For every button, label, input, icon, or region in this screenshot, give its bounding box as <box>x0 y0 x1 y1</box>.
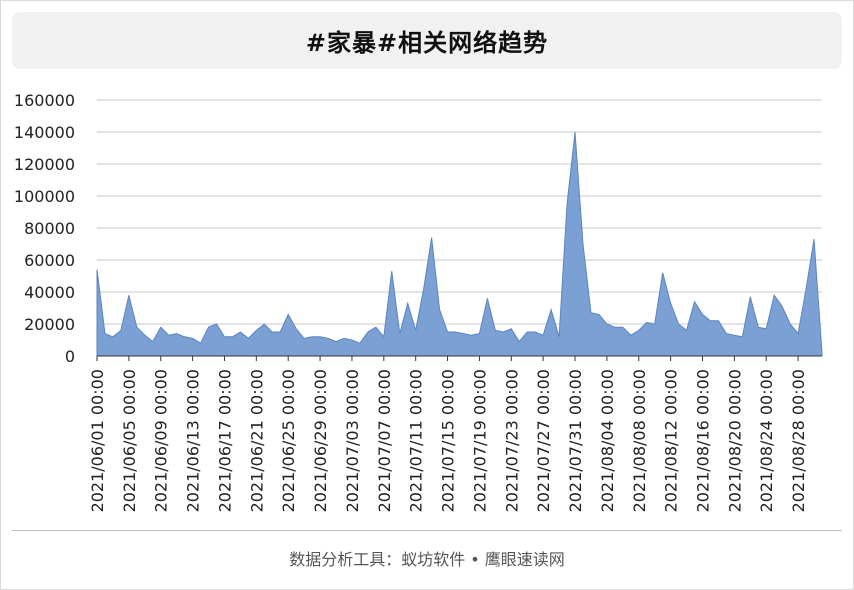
x-tick-label: 2021/06/29 00:00 <box>311 369 330 512</box>
y-tick-label: 140000 <box>14 123 75 142</box>
y-tick-label: 40000 <box>24 283 75 302</box>
x-tick-label: 2021/06/05 00:00 <box>120 369 139 512</box>
x-tick-label: 2021/08/28 00:00 <box>789 369 808 512</box>
y-tick-label: 60000 <box>24 251 75 270</box>
x-tick-label: 2021/06/17 00:00 <box>215 369 234 512</box>
x-tick-labels: 2021/06/01 00:00 2021/06/05 00:00 2021/06/… <box>88 369 808 512</box>
x-tick-label: 2021/08/24 00:00 <box>757 369 776 512</box>
area-series-fill <box>96 131 823 357</box>
y-tick-labels: 0 20000 40000 60000 80000 100000 120000 140000 1… <box>14 91 75 366</box>
x-tick-label: 2021/07/31 00:00 <box>566 369 585 512</box>
area-series <box>96 131 823 357</box>
x-tick-label: 2021/06/25 00:00 <box>279 369 298 512</box>
x-tick-label: 2021/08/20 00:00 <box>725 369 744 512</box>
grid-lines <box>97 99 822 325</box>
axes <box>96 355 822 361</box>
y-tick-label: 0 <box>65 347 75 366</box>
x-tick-label: 2021/07/07 00:00 <box>375 369 394 512</box>
x-tick-label: 2021/06/09 00:00 <box>152 369 171 512</box>
x-tick-label: 2021/07/19 00:00 <box>470 369 489 512</box>
y-tick-label: 20000 <box>24 315 75 334</box>
x-tick-label: 2021/07/11 00:00 <box>407 369 426 512</box>
x-tick-label: 2021/08/12 00:00 <box>662 369 681 512</box>
x-tick-label: 2021/08/08 00:00 <box>630 369 649 512</box>
x-tick-label: 2021/08/04 00:00 <box>598 369 617 512</box>
x-tick-label: 2021/06/01 00:00 <box>88 369 107 512</box>
x-tick-label: 2021/07/03 00:00 <box>343 369 362 512</box>
y-tick-label: 120000 <box>14 155 75 174</box>
footer-divider <box>12 530 842 531</box>
footer-source: 数据分析工具：蚁坊软件 • 鹰眼速读网 <box>289 550 565 569</box>
y-tick-label: 160000 <box>14 91 75 110</box>
x-tick-label: 2021/07/27 00:00 <box>534 369 553 512</box>
y-tick-label: 80000 <box>24 219 75 238</box>
x-tick-label: 2021/07/15 00:00 <box>439 369 458 512</box>
x-tick-label: 2021/08/16 00:00 <box>693 369 712 512</box>
x-tick-label: 2021/06/13 00:00 <box>184 369 203 512</box>
x-tick-label: 2021/06/21 00:00 <box>247 369 266 512</box>
chart-title: #家暴#相关网络趋势 <box>305 29 549 57</box>
y-tick-label: 100000 <box>14 187 75 206</box>
title-bar: #家暴#相关网络趋势 <box>12 12 842 69</box>
x-tick-label: 2021/07/23 00:00 <box>502 369 521 512</box>
